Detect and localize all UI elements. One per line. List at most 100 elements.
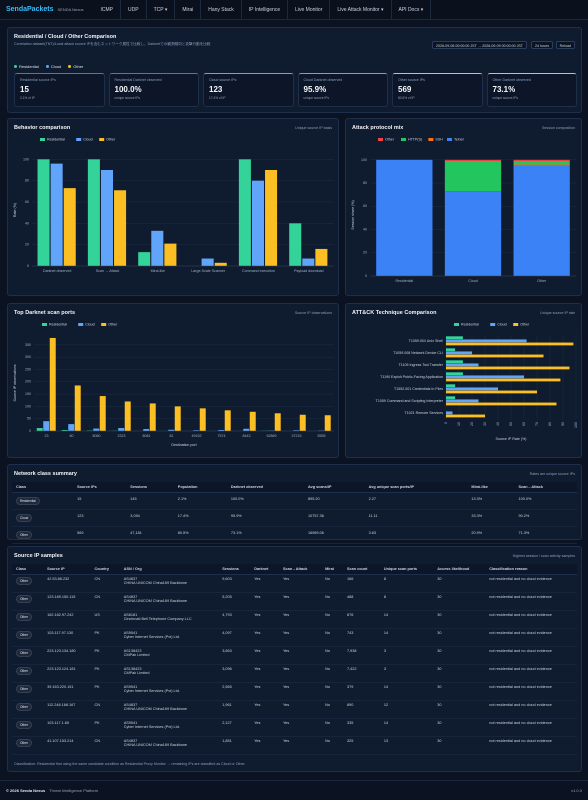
table-row: Other 112.248.168.167 CN AS4837 CHINA UNICOM… [12,700,577,719]
chart-panel: Attack protocol mix Session composition Ot… [345,118,582,296]
table-row: Cloud 123 3,094 17.4% 95.9% 10757.36 11.11 33.3… [12,509,577,527]
legend-label: Telnet [454,138,464,142]
column-header: Source IPs [73,482,127,493]
x-tick-label: 80 [548,422,552,426]
bar [193,430,200,431]
kpi-card: Residential source IPs 15 2.1% of IP [14,73,105,107]
x-tick-label: Mirai-like [151,269,165,273]
samples-note: Highest session / scan activity samples [512,554,575,558]
org: Cincinnati Bell Telephone Company LLC [123,617,192,621]
bar [293,430,300,431]
legend-item: Residential [14,64,39,69]
table-cell: 3.63 [364,526,468,544]
asn: AS6181 [123,613,138,617]
table-row: Other 569 47,181 80.5% 73.1% 16989.06 3.63 20.9… [12,526,577,544]
kpi-value: 95.9% [303,85,327,94]
x-tick-label: 30 [483,422,487,426]
bar [63,188,76,266]
bar [324,415,331,431]
bar-segment [444,159,502,161]
table-cell: 223.123.124.181 [43,664,91,683]
nav-item[interactable]: Mirai [175,0,202,20]
table-cell: 488 [342,592,380,611]
legend-label: HTTP(S) [408,138,422,142]
x-tick-label: Cloud [468,279,477,283]
nav-item[interactable]: UDP [121,0,147,20]
legend-label: Other [385,138,395,142]
y-tick-label: 250 [25,367,31,371]
bar-segment [376,159,433,276]
nav-item[interactable]: Live Attack Monitor ▾ [330,0,392,20]
legend-dot [68,65,72,69]
column-header: Mirai-like [467,482,515,493]
table-cell: Residential [12,492,74,510]
chart-title: Behavior comparison [14,125,71,131]
table-cell: Yes [278,664,322,683]
kpi-note: unique source IPs [492,96,519,100]
bar [446,411,453,415]
nav-item[interactable]: API Docs ▾ [392,0,432,20]
x-tick-label: 8081 [143,434,151,438]
bar [214,262,227,266]
column-header: Sessions [126,482,174,493]
footer: © 2026 Senda Nexus Threat Intelligence P… [0,780,588,800]
table-cell: 569 [73,526,127,544]
table-cell: AS6181 Cincinnati Bell Telephone Company … [119,610,219,629]
x-tick-label: 20 [470,422,474,426]
chart: Residential Cloud Other 0 10 20 30 40 50 60 70 80 90… [376,323,578,441]
samples-table: Class Source IP Country ASN / Org Sessions Da… [12,564,577,755]
column-header: Darknet [250,564,279,575]
brand-sub: SENDA Nexus [57,7,84,12]
bar [446,336,463,340]
x-tick-label: 7574 [218,434,226,438]
nav-item[interactable]: IP Intelligence [242,0,289,20]
legend-label: Other [106,138,116,142]
column-header: Source IP [43,564,91,575]
bar [164,243,177,266]
y-tick-label: 40 [363,227,367,231]
nav-item[interactable]: TCP ▾ [147,0,176,20]
table-row: Other 103.117.1.65 PK AS9541 Cyber Internet … [12,718,577,737]
class-badge: Other [16,595,32,603]
bar-segment [444,191,502,276]
summary-table-wrap: Class Source IPs Sessions Population Darknet… [12,482,577,544]
class-badge: Other [16,685,32,693]
window-select[interactable]: 24 hours [531,41,553,49]
nav-item[interactable]: Live Monitor [288,0,331,20]
table-cell: 30 [433,592,486,611]
x-tick-label: 37215 [292,434,302,438]
bar [446,366,570,370]
date-range[interactable]: 2026-09-08 00:00:00 JST → 2026-09-09 00:… [431,41,527,49]
chart-subtitle: Unique source IP rate [540,311,575,315]
y-tick-label: 100 [361,158,367,162]
table-cell: 30 [433,682,486,701]
table-cell: Other [12,628,44,647]
brand[interactable]: SendaPackets [6,6,54,13]
bar [289,223,302,266]
nav-item[interactable]: ICMP [94,0,121,20]
kpi-note: unique source IPs [114,96,141,100]
table-cell: Other [12,718,44,737]
table-cell: Other [12,736,44,755]
table-cell: 41.107.153.214 [43,736,91,755]
bar [446,414,485,418]
chart-panel: Top Darknet scan ports Source IP observat… [7,303,339,458]
table-cell: 30 [433,700,486,719]
legend-label: Other [73,64,84,69]
legend-label: Residential [47,138,65,142]
table-cell: Yes [278,718,322,737]
table-cell: Other [12,526,74,544]
reload-button[interactable]: Reload [555,41,575,49]
y-tick-label: T1190 Exploit Public-Facing Application [380,375,443,379]
copyright: © 2026 Senda Nexus [6,788,46,793]
bar [118,428,125,431]
bar [61,430,68,431]
bar-segment [444,160,502,192]
x-tick-label: Darknet observed [43,269,71,273]
table-cell: CN [90,574,120,593]
legend-swatch [447,138,452,141]
bar [446,378,561,382]
table-cell: 2.27 [364,492,468,510]
nav-item[interactable]: Hany Stack [201,0,242,20]
legend-swatch [40,138,45,141]
